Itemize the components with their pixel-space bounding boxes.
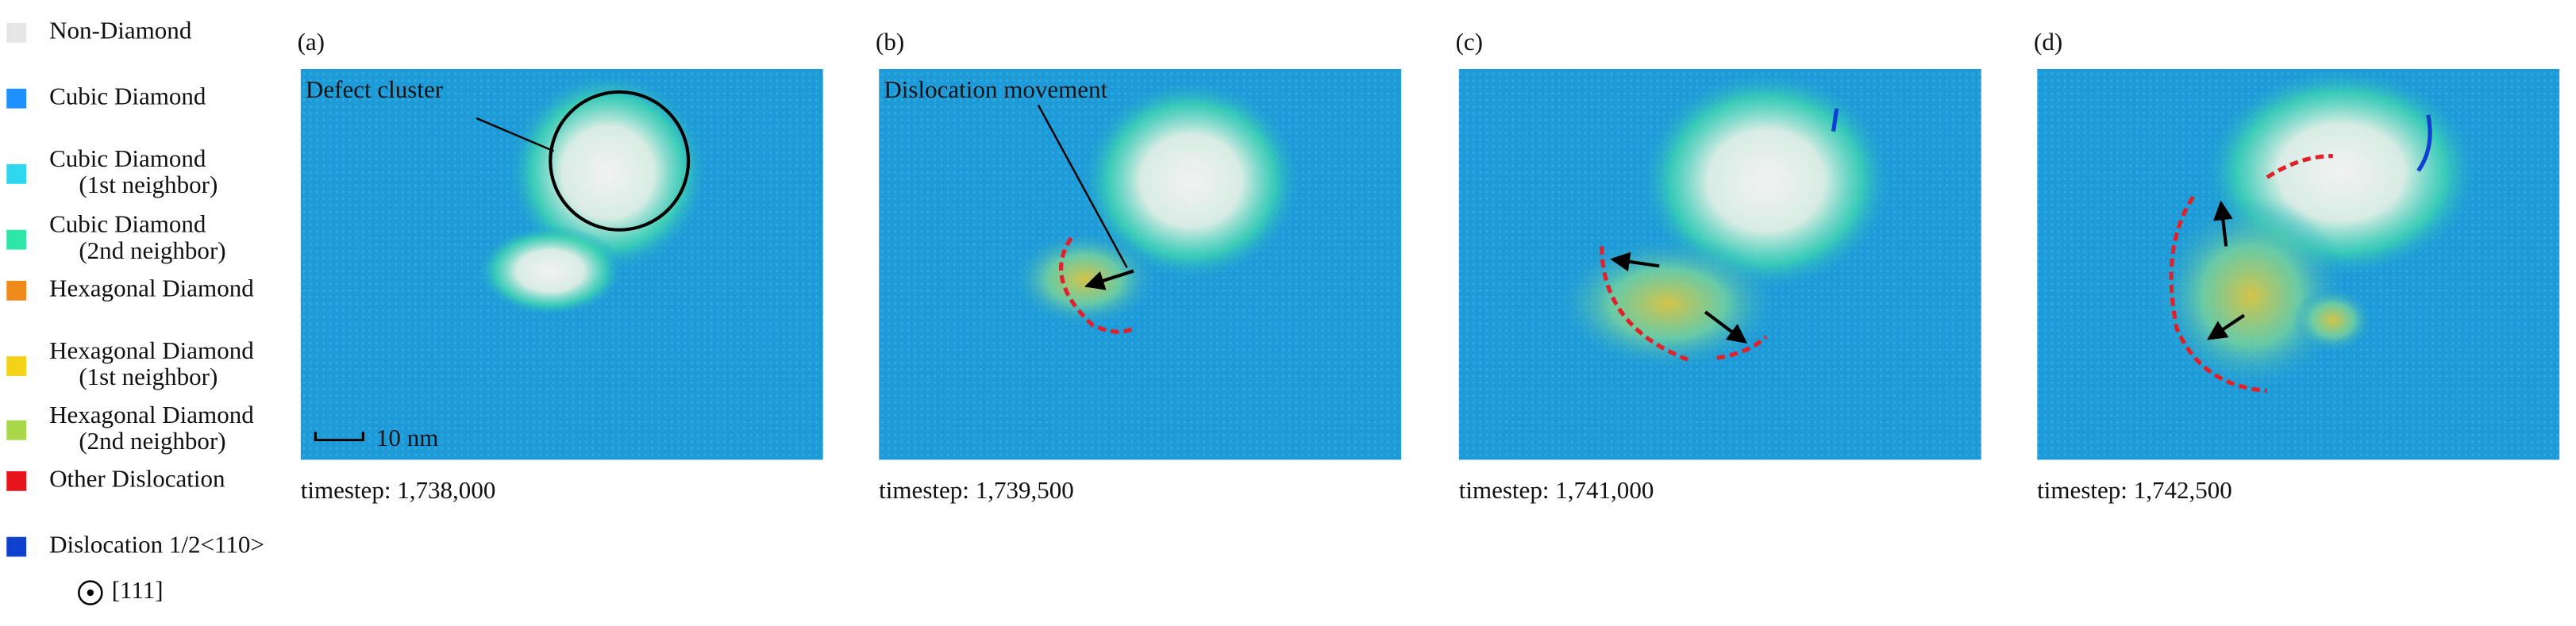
legend-swatch: [6, 356, 27, 376]
defect-circle: [549, 90, 691, 232]
legend-label: Dislocation 1/2<110>: [49, 530, 264, 558]
timestep: timestep: 1,738,000: [301, 476, 496, 504]
snapshot: [300, 68, 823, 460]
legend-item: Hexagonal Diamond: [6, 274, 254, 301]
direction: [111]: [78, 576, 164, 605]
legend-label: Non-Diamond: [49, 17, 192, 44]
legend-label: (2nd neighbor): [79, 427, 225, 455]
panel-label: (b): [876, 28, 904, 56]
panel: (d) timestep: 1,742,500: [2034, 28, 2560, 504]
legend-label: Other Dislocation: [49, 464, 225, 492]
legend-item: Cubic Diamond: [6, 82, 206, 109]
dislocation-line: [1600, 246, 1768, 363]
legend-swatch: [6, 536, 27, 557]
legend-label: Cubic Diamond: [49, 144, 206, 172]
atom-cluster: [506, 70, 710, 275]
panel-label: (d): [2034, 28, 2062, 56]
legend-swatch: [6, 229, 27, 250]
atom-cluster: [2291, 287, 2374, 353]
legend-swatch: [6, 280, 27, 301]
legend-label: Hexagonal Diamond: [49, 336, 254, 364]
timestep: timestep: 1,739,500: [879, 476, 1074, 504]
motion-arrow: [1084, 269, 1134, 290]
atom-cluster: [1638, 68, 1895, 293]
direction-label: [111]: [112, 576, 164, 604]
legend-swatch: [6, 420, 27, 440]
legend-swatch: [6, 22, 27, 43]
snapshot: [879, 68, 1402, 460]
legend-item: Hexagonal Diamond(2nd neighbor): [6, 401, 254, 455]
atom-cluster: [1079, 79, 1303, 282]
legend-label: Hexagonal Diamond: [49, 401, 254, 428]
legend-item: Non-Diamond: [6, 17, 192, 44]
dislocation-line: [2169, 195, 2268, 394]
legend-label: (1st neighbor): [79, 171, 218, 198]
legend-label: Cubic Diamond: [49, 82, 206, 109]
atom-cluster: [1010, 229, 1158, 328]
annotation: Dislocation movement: [884, 75, 1107, 103]
legend-label: Hexagonal Diamond: [49, 274, 254, 301]
motion-arrow: [1704, 310, 1748, 344]
atom-cluster: [476, 225, 625, 317]
snapshot: [1458, 68, 1981, 460]
dislocation-110: [1831, 108, 1839, 132]
legend-swatch: [6, 88, 27, 109]
leader: [1037, 104, 1128, 268]
panel: (a) timestep: 1,738,000 Defect cluster 10 n…: [298, 28, 823, 504]
panel: (c) timestep: 1,741,000: [1456, 28, 1981, 504]
annotation: Defect cluster: [306, 75, 444, 103]
legend-item: Hexagonal Diamond(1st neighbor): [6, 336, 254, 390]
dislocation-line: [2266, 154, 2333, 179]
legend-item: Cubic Diamond(2nd neighbor): [6, 210, 226, 264]
legend-item: Cubic Diamond(1st neighbor): [6, 144, 218, 198]
legend-label: (1st neighbor): [79, 363, 218, 390]
motion-arrow: [2207, 313, 2246, 340]
dislocation-110: [2416, 114, 2432, 172]
legend-label: Cubic Diamond: [49, 210, 206, 238]
panel-label: (c): [1456, 28, 1483, 56]
legend-item: Dislocation 1/2<110>: [6, 530, 264, 558]
atom-cluster: [1552, 234, 1783, 373]
atom-cluster: [2152, 197, 2350, 394]
timestep: timestep: 1,741,000: [1459, 476, 1654, 504]
snapshot: [2037, 68, 2560, 460]
leader: [476, 117, 554, 152]
legend-item: Other Dislocation: [6, 464, 225, 492]
legend-label: (2nd neighbor): [79, 236, 225, 264]
legend-swatch: [6, 470, 27, 491]
timestep: timestep: 1,742,500: [2037, 476, 2232, 504]
scale-bar: [314, 432, 364, 442]
legend-swatch: [6, 163, 27, 184]
panel: (b) timestep: 1,739,500 Dislocation moveme…: [876, 28, 1402, 504]
panel-label: (a): [298, 28, 325, 56]
scale-label: 10 nm: [376, 424, 438, 451]
motion-arrow: [2213, 200, 2233, 247]
motion-arrow: [1610, 252, 1660, 272]
